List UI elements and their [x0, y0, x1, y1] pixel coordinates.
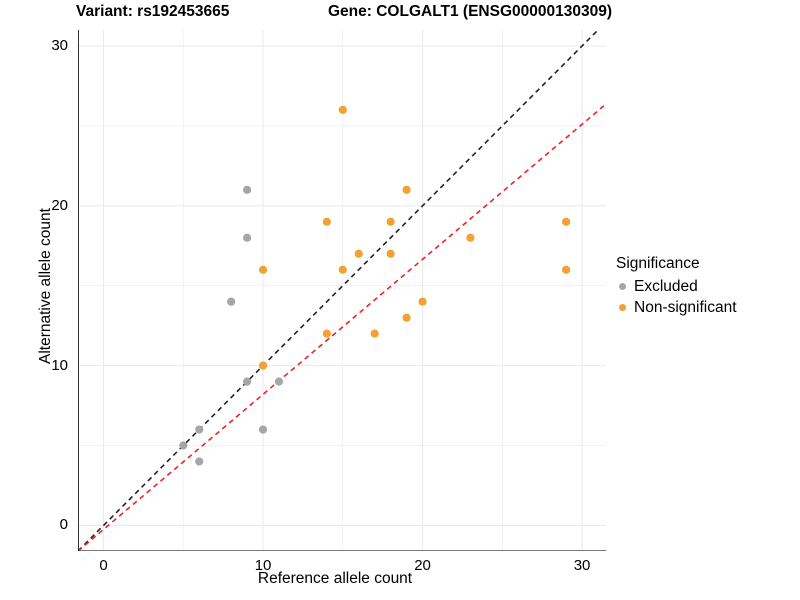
legend-key-swatch	[616, 280, 629, 293]
y-axis-label: Alternative allele count	[37, 208, 54, 364]
data-point	[227, 297, 236, 306]
data-point	[402, 185, 411, 194]
data-point	[370, 329, 379, 338]
data-point	[338, 265, 347, 274]
identity-line	[78, 30, 599, 551]
legend-item-label: Excluded	[634, 277, 698, 295]
y-tick-label: 10	[51, 356, 68, 374]
plot-panel	[78, 30, 606, 551]
data-point	[242, 233, 252, 242]
data-point	[258, 425, 268, 434]
title-strip: Variant: rs192453665 Gene: COLGALT1 (ENS…	[0, 0, 800, 30]
data-point	[242, 185, 252, 194]
data-point	[322, 329, 331, 338]
series-excluded	[179, 185, 284, 466]
data-point	[258, 265, 268, 274]
variant-title: Variant: rs192453665	[76, 3, 230, 20]
data-point	[386, 249, 395, 258]
data-point	[562, 265, 571, 274]
legend-item-non-significant[interactable]: Non-significant	[616, 297, 796, 318]
x-tick-label: 0	[99, 557, 108, 574]
data-point	[179, 441, 188, 450]
scatter-canvas	[78, 30, 606, 551]
data-point	[195, 457, 204, 466]
data-point	[562, 217, 571, 226]
legend-item-excluded[interactable]: Excluded	[616, 276, 796, 297]
gene-title: Gene: COLGALT1 (ENSG00000130309)	[328, 3, 612, 20]
x-axis-label: Reference allele count	[257, 570, 413, 587]
reference-line	[78, 103, 606, 551]
data-point	[466, 233, 475, 242]
legend-dot-icon	[619, 304, 626, 311]
x-tick-label: 30	[573, 557, 591, 574]
y-tick-label: 0	[59, 516, 68, 534]
series-non-significant	[258, 105, 571, 370]
y-tick-label: 30	[51, 36, 68, 54]
data-point	[402, 313, 411, 322]
legend-key-swatch	[616, 301, 629, 314]
y-tick-label: 20	[51, 196, 68, 214]
panel-background	[78, 30, 606, 551]
legend-dot-icon	[619, 283, 626, 290]
x-tick-label: 10	[254, 557, 272, 574]
data-point	[386, 217, 395, 226]
x-tick-label: 20	[414, 557, 431, 574]
data-point	[338, 105, 347, 115]
data-point	[354, 249, 363, 258]
data-point	[258, 361, 268, 370]
data-point	[322, 217, 331, 226]
legend: Significance Excluded Non-significant	[616, 255, 796, 318]
data-point	[418, 297, 427, 306]
data-point	[195, 425, 204, 434]
legend-title: Significance	[616, 255, 700, 272]
data-point	[242, 377, 252, 386]
data-point	[274, 377, 284, 386]
legend-item-label: Non-significant	[634, 298, 737, 316]
legend-items: Excluded Non-significant	[616, 276, 796, 318]
